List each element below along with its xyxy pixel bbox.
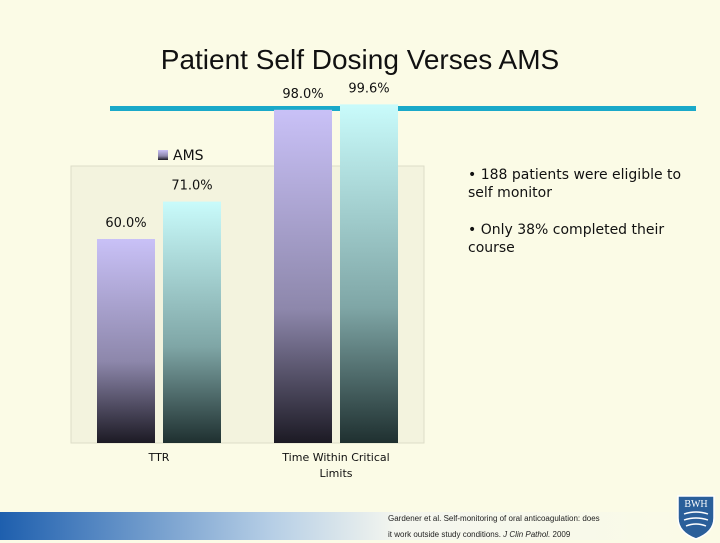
bar-psm-0 — [163, 201, 221, 443]
bar-ams-0 — [97, 239, 155, 443]
value-label-psm-0: 71.0% — [171, 179, 212, 194]
bullet-completed-course: • Only 38% completed their course — [468, 222, 665, 257]
value-label-psm-1: 99.6% — [348, 81, 389, 96]
footer-band — [0, 512, 720, 540]
legend-label-ams: AMS — [173, 148, 204, 164]
chart-category-labels: TTR Time Within Critical Limits — [148, 451, 390, 480]
bar-psm-1 — [340, 104, 398, 444]
category-label-0: TTR — [148, 451, 170, 464]
citation-year: 2009 — [550, 530, 571, 539]
category-label-1: Time Within Critical Limits — [281, 451, 389, 480]
citation-article-tail: it work outside study conditions. — [388, 530, 504, 539]
chart-value-labels: 60.0% 71.0% 98.0% 99.6% — [105, 81, 389, 231]
citation-line-2: it work outside study conditions. J Clin… — [388, 527, 688, 543]
citation-journal: J Clin Pathol. — [503, 530, 551, 539]
logo-text: BWH — [684, 499, 707, 510]
bullet-eligible-patients: • 188 patients were eligible to self mon… — [468, 167, 682, 202]
slide-title: Patient Self Dosing Verses AMS — [160, 44, 560, 75]
value-label-ams-1: 98.0% — [282, 87, 323, 102]
bar-ams-1 — [274, 109, 332, 444]
bwh-logo: BWH — [677, 495, 715, 540]
citation: Gardener et al. Self-monitoring of oral … — [388, 511, 688, 543]
value-label-ams-0: 60.0% — [105, 216, 146, 231]
legend-swatch-ams — [158, 150, 168, 160]
chart-bars — [97, 104, 398, 444]
title-rule — [110, 106, 696, 111]
citation-line-1: Gardener et al. Self-monitoring of oral … — [388, 514, 600, 523]
